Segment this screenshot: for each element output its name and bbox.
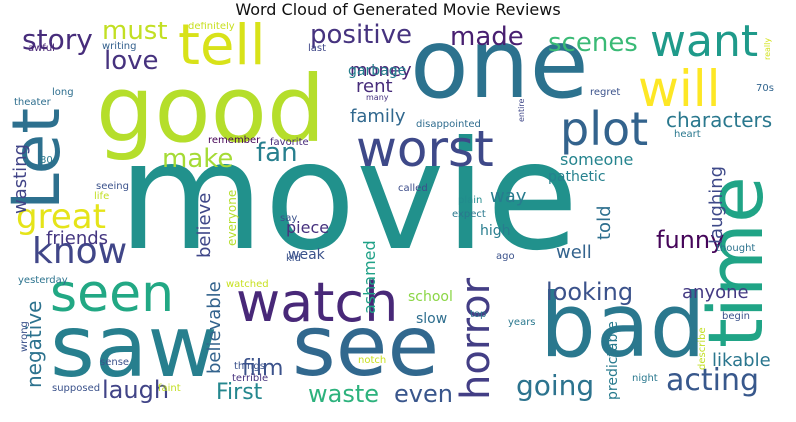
word-last: last <box>308 43 327 54</box>
word-yesterday: yesterday <box>18 275 68 286</box>
word-even: even <box>394 380 453 408</box>
word-acting: acting <box>666 363 760 398</box>
word-anyone: anyone <box>682 282 749 303</box>
word-way: way <box>490 186 527 207</box>
word-entire: entire <box>517 98 526 122</box>
word-favorite: favorite <box>270 137 309 148</box>
word-remember: remember <box>208 135 261 146</box>
word-tell: tell <box>178 22 266 78</box>
word-fan: fan <box>256 138 298 168</box>
word-worst: worst <box>356 120 494 178</box>
word-positive: positive <box>310 22 412 50</box>
word-make: make <box>162 144 234 174</box>
word-slow: slow <box>416 311 448 327</box>
word-love: love <box>104 46 159 76</box>
word-80s: 80s <box>40 155 58 166</box>
word-piece: piece <box>286 218 330 237</box>
word-watch: watch <box>236 271 399 334</box>
word-supposed: supposed <box>52 383 101 394</box>
word-movie: movie <box>118 110 579 284</box>
word-night: night <box>632 373 658 384</box>
word-story: story <box>22 23 93 56</box>
word-definitely: definitely <box>188 22 235 32</box>
word-film: film <box>242 356 284 381</box>
word-plot: plot <box>560 102 649 156</box>
word-told: told <box>594 205 615 241</box>
word-cloud: movie one good bad see saw time Let tell watch wor… <box>10 22 786 414</box>
word-say: say <box>280 213 298 224</box>
word-made: made <box>450 22 524 52</box>
chart-title: Word Cloud of Generated Movie Reviews <box>235 0 561 19</box>
word-writing: writing <box>102 41 137 52</box>
word-everyone: everyone <box>225 189 239 246</box>
word-awful: awful <box>28 43 55 54</box>
word-life: life <box>94 191 110 202</box>
word-long: long <box>52 87 74 98</box>
word-bad: bad <box>540 274 706 377</box>
word-ago: ago <box>496 251 515 262</box>
word-good: good <box>96 56 326 163</box>
word-describe: describe <box>697 327 708 370</box>
word-disappointed: disappointed <box>416 119 481 130</box>
word-garbage: garbage <box>348 63 407 79</box>
word-predictable: predictable <box>605 321 621 400</box>
word-rent: rent <box>356 76 393 97</box>
word-pathetic: pathetic <box>548 169 606 185</box>
word-expect: expect <box>452 209 486 220</box>
word-heart: heart <box>674 129 701 140</box>
word-see: see <box>292 297 440 395</box>
word-characters: characters <box>666 108 773 132</box>
word-seeing: seeing <box>96 181 129 192</box>
word-believable: believable <box>204 281 225 374</box>
word-money: money <box>350 60 412 81</box>
word-wasting: wasting <box>10 143 31 214</box>
word-sense: sense <box>100 357 130 368</box>
word-school: school <box>408 289 453 305</box>
word-know: know <box>32 231 128 272</box>
word-kid: kid <box>286 253 301 264</box>
word-watched: watched <box>226 279 269 290</box>
word-waste: waste <box>308 380 380 408</box>
word-laughing: laughing <box>706 165 727 244</box>
word-top: top <box>470 309 487 320</box>
word-want: want <box>650 22 759 67</box>
word-wrong: wrong <box>19 321 30 352</box>
word-going: going <box>516 369 595 402</box>
word-regret: regret <box>590 87 621 98</box>
word-years: years <box>508 317 536 328</box>
word-thought: thought <box>716 243 756 254</box>
word-70s: 70s <box>756 83 774 94</box>
word-friends: friends <box>46 228 109 249</box>
word-faint: faint <box>158 383 181 394</box>
word-really: really <box>763 37 772 60</box>
word-must: must <box>102 22 168 46</box>
word-will: will <box>638 60 721 118</box>
word-funny: funny <box>656 226 725 254</box>
word-ashamed: ashamed <box>360 240 379 314</box>
word-first: First <box>216 380 263 405</box>
word-believe: believe <box>194 192 215 258</box>
word-high: high <box>480 223 511 239</box>
word-well: well <box>556 242 592 263</box>
word-one: one <box>410 22 589 120</box>
word-laugh: laugh <box>102 376 170 404</box>
word-scenes: scenes <box>548 28 638 58</box>
word-looking: looking <box>546 278 634 306</box>
word-weak: weak <box>288 247 325 263</box>
word-saw: saw <box>50 297 218 397</box>
word-called: called <box>398 183 428 194</box>
word-terrible: terrible <box>232 373 269 384</box>
word-plain: plain <box>458 195 483 206</box>
word-likable: likable <box>712 350 771 371</box>
word-someone: someone <box>560 150 634 169</box>
word-horror: horror <box>453 277 499 400</box>
word-seen: seen <box>50 264 175 324</box>
word-notch: notch <box>358 355 387 366</box>
word-great: great <box>16 197 106 237</box>
word-family: family <box>350 106 406 127</box>
word-theater: theater <box>14 97 51 108</box>
word-begin: begin <box>722 311 750 322</box>
word-many: many <box>366 93 389 102</box>
word-things: things <box>234 361 265 372</box>
